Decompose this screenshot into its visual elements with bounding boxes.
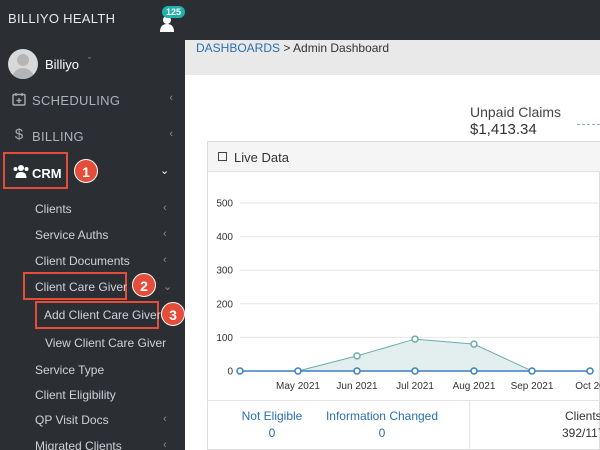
sparkline-divider (577, 124, 600, 125)
x-tick-label: Jul 2021 (396, 381, 434, 392)
chevron-left-icon: ‹ (163, 413, 167, 425)
chevron-left-icon: ‹ (163, 254, 167, 266)
chevron-left-icon: ‹ (163, 202, 167, 214)
sidebar-subitem-qp-visit-docs[interactable]: QP Visit Docs (35, 413, 109, 427)
sidebar-subitem-clients[interactable]: Clients (35, 202, 72, 216)
y-tick-label: 400 (216, 232, 233, 243)
y-tick-label: 200 (216, 299, 233, 310)
panel-title: Live Data (234, 150, 289, 165)
dollar-icon: $ (14, 126, 24, 143)
sidebar: Billiyo ˇ (0, 40, 185, 450)
x-tick-label: May 2021 (276, 381, 320, 392)
sidebar-item-label: BILLING (32, 129, 84, 144)
sidebar-item-crm-label[interactable]: CRM (32, 166, 62, 181)
callout-number-3: 3 (161, 302, 185, 326)
sidebar-subitem-client-eligibility[interactable]: Client Eligibility (35, 388, 116, 402)
sidebar-subitem-service-type[interactable]: Service Type (35, 363, 105, 377)
sidebar-subitem-view-client-care-giver[interactable]: View Client Care Giver (45, 336, 167, 350)
users-icon (13, 165, 29, 178)
stat-value: 392/117 (562, 426, 600, 440)
live-data-panel: Live Data (207, 141, 600, 450)
sidebar-subitem-client-care-giver[interactable]: Client Care Giver (35, 280, 128, 294)
data-point (353, 352, 361, 360)
stat-value: 0 (268, 426, 276, 440)
unpaid-claims-value: $1,413.34 (470, 121, 537, 138)
y-tick-label: 500 (216, 199, 233, 210)
sidebar-subitem-add-client-care-giver[interactable]: Add Client Care Giver (44, 308, 161, 322)
stat-label: Clients (565, 409, 600, 423)
x-tick-label: Sep 2021 (511, 381, 554, 392)
stats-row: Not Eligible 0 Information Changed 0 Cli… (207, 400, 600, 450)
stat-value: 0 (378, 426, 386, 440)
sidebar-item-crm-highlight[interactable] (3, 152, 68, 189)
data-point (236, 367, 244, 375)
x-tick-label: Aug 2021 (453, 381, 496, 392)
data-point (353, 367, 361, 375)
chevron-left-icon: ‹ (163, 439, 167, 450)
chevron-down-icon: ˇ (88, 56, 91, 66)
calendar-plus-icon (12, 93, 26, 106)
data-point (411, 335, 419, 343)
x-tick-label: Oct 20 (575, 381, 600, 392)
stat-label: Not Eligible (241, 409, 303, 423)
series-area (240, 339, 590, 371)
chevron-down-icon: ⌄ (163, 281, 173, 293)
add-client-care-giver-highlight (35, 301, 159, 329)
breadcrumb-separator: > (280, 41, 294, 55)
chevron-left-icon: ‹ (163, 228, 167, 240)
user-name: Billiyo (45, 57, 79, 72)
notification-button[interactable]: 125 (155, 6, 186, 32)
y-tick-label: 100 (216, 333, 233, 344)
data-point (528, 367, 536, 375)
unpaid-claims-label: Unpaid Claims (470, 104, 562, 120)
y-tick-label: 0 (227, 367, 233, 378)
notification-count-badge: 125 (162, 6, 186, 18)
breadcrumb-dashboards-link[interactable]: DASHBOARDS (196, 41, 281, 55)
data-point (294, 367, 302, 375)
client-care-giver-highlight (23, 272, 127, 300)
top-bar: BILLIYO HEALTH 125 (0, 0, 600, 40)
brand-name: BILLIYO HEALTH (8, 11, 116, 26)
sidebar-item-scheduling[interactable]: SCHEDULING ‹ (0, 86, 185, 114)
chevron-left-icon: ‹ (169, 92, 173, 104)
sidebar-subitem-service-auths[interactable]: Service Auths (35, 228, 109, 242)
sidebar-item-label: SCHEDULING (32, 93, 121, 108)
person-icon (160, 16, 174, 32)
user-menu[interactable]: Billiyo ˇ (8, 48, 178, 80)
data-point (470, 367, 478, 375)
stat-clients: Clients 392/117 (547, 409, 600, 440)
callout-number-2: 2 (132, 273, 156, 297)
divider (469, 401, 470, 450)
data-point (411, 367, 419, 375)
chevron-down-icon: ⌄ (160, 165, 170, 177)
breadcrumb: DASHBOARDS > Admin Dashboard (196, 41, 389, 55)
data-point (586, 367, 594, 375)
stat-information-changed[interactable]: Information Changed 0 (323, 409, 441, 440)
sidebar-subitem-client-documents[interactable]: Client Documents (35, 254, 130, 268)
square-icon (218, 152, 227, 161)
y-tick-label: 300 (216, 266, 233, 277)
stat-not-eligible[interactable]: Not Eligible 0 (233, 409, 311, 440)
sidebar-subitem-migrated-clients[interactable]: Migrated Clients (35, 439, 122, 450)
breadcrumb-current: Admin Dashboard (293, 41, 390, 55)
stat-label: Information Changed (325, 409, 439, 423)
data-point (470, 340, 478, 348)
callout-number-1: 1 (74, 159, 98, 183)
live-data-chart: 0 100 200 300 400 500 May 2021 Jun 2021 Jul 2021… (216, 199, 600, 392)
avatar (8, 49, 38, 79)
chevron-left-icon: ‹ (169, 128, 173, 140)
sidebar-item-billing[interactable]: $ BILLING ‹ (0, 122, 185, 150)
panel-header: Live Data (208, 142, 600, 172)
x-tick-label: Jun 2021 (336, 381, 378, 392)
